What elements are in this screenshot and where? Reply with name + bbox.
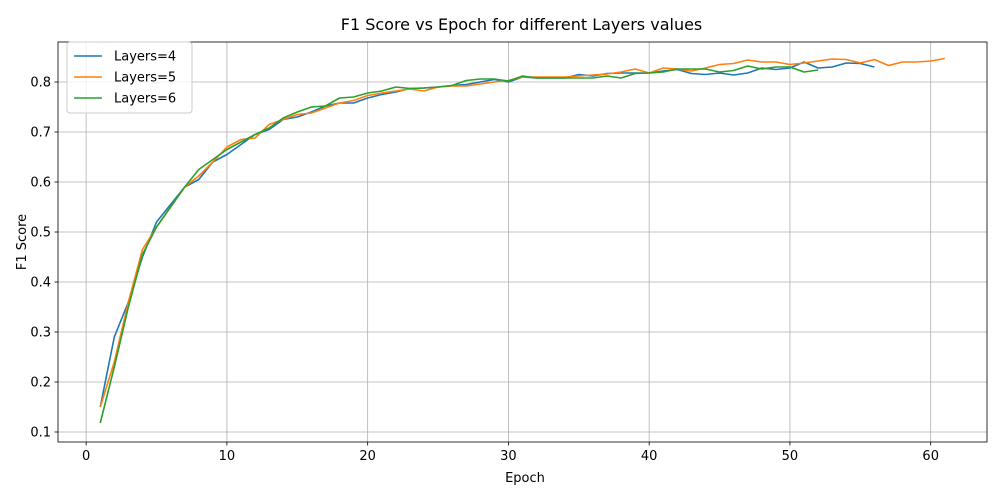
y-axis-ticks: 0.1 0.2 0.3 0.4 0.5 0.6 0.7 0.8 (30, 76, 58, 441)
x-axis-label: Epoch (505, 471, 545, 486)
y-tick-label: 0.6 (30, 176, 51, 191)
y-tick-label: 0.4 (30, 276, 51, 291)
x-tick-label: 50 (782, 449, 799, 464)
x-tick-label: 40 (641, 449, 658, 464)
x-tick-label: 30 (500, 449, 517, 464)
x-tick-label: 20 (359, 449, 376, 464)
legend-label-layers-5: Layers=5 (114, 71, 176, 86)
y-tick-label: 0.3 (30, 326, 51, 341)
y-tick-label: 0.5 (30, 226, 51, 241)
x-tick-label: 10 (219, 449, 236, 464)
series-lines (99, 57, 945, 424)
plot-frame (57, 41, 988, 443)
series-line-layers-6 (99, 65, 819, 424)
y-tick-label: 0.8 (30, 76, 51, 91)
y-tick-label: 0.1 (30, 426, 51, 441)
y-tick-label: 0.2 (30, 376, 51, 391)
legend-box (66, 41, 193, 114)
x-tick-label: 60 (922, 449, 939, 464)
series-line-layers-4 (99, 61, 875, 408)
x-axis-ticks: 0 10 20 30 40 50 60 (82, 442, 939, 464)
grid (58, 42, 987, 442)
chart-title: F1 Score vs Epoch for different Layers v… (341, 15, 703, 34)
y-axis-label: F1 Score (15, 214, 30, 270)
y-tick-label: 0.7 (30, 126, 51, 141)
legend-label-layers-4: Layers=4 (114, 50, 176, 65)
legend-label-layers-6: Layers=6 (114, 92, 176, 107)
series-line-layers-5 (99, 57, 945, 408)
x-tick-label: 0 (82, 449, 90, 464)
legend: Layers=4 Layers=5 Layers=6 (66, 41, 193, 114)
